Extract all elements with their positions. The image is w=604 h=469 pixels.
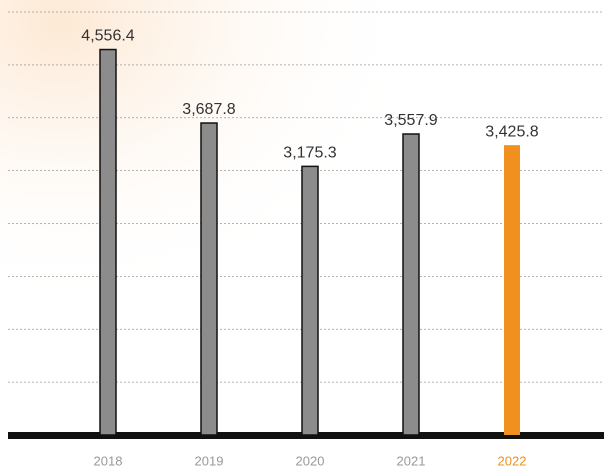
bar (402, 133, 420, 436)
x-tick-label: 2020 (296, 453, 325, 468)
x-tick-label: 2019 (195, 453, 224, 468)
x-tick-label: 2021 (397, 453, 426, 468)
value-label: 3,175.3 (283, 145, 336, 162)
value-label: 3,687.8 (182, 101, 235, 118)
bar (301, 165, 319, 436)
bar (99, 48, 117, 436)
x-tick-label: 2022 (498, 453, 527, 468)
value-label: 3,425.8 (485, 123, 538, 140)
bar (200, 122, 218, 436)
x-tick-label: 2018 (94, 453, 123, 468)
bar (504, 145, 520, 436)
value-label: 4,556.4 (81, 28, 134, 45)
value-label: 3,557.9 (384, 112, 437, 129)
